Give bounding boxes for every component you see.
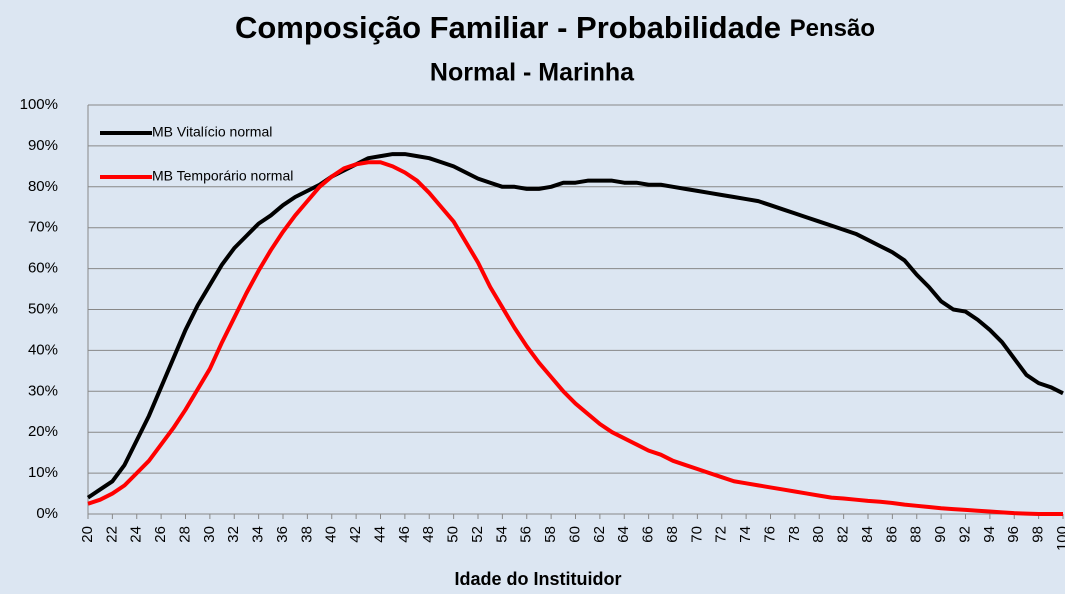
x-tick-label: 44: [371, 526, 388, 543]
x-tick-label: 20: [79, 526, 96, 543]
x-tick-label: 46: [396, 526, 413, 543]
chart-title: Composição Familiar - Probabilidade Pens…: [235, 10, 875, 45]
x-tick-label: 86: [883, 526, 900, 543]
title-suffix: Pensão: [790, 15, 875, 42]
x-tick-label: 40: [323, 526, 340, 543]
x-tick-label: 100: [1054, 526, 1065, 551]
x-tick-label: 76: [761, 526, 778, 543]
x-tick-label: 30: [201, 526, 218, 543]
legend-label: MB Temporário normal: [152, 168, 293, 184]
x-tick-label: 92: [956, 526, 973, 543]
x-tick-label: 50: [445, 526, 462, 543]
x-tick-label: 26: [152, 526, 169, 543]
y-tick-label: 80%: [28, 178, 58, 195]
x-tick-label: 88: [908, 526, 925, 543]
x-tick-label: 58: [542, 526, 559, 543]
x-tick-label: 56: [518, 526, 535, 543]
y-tick-label: 100%: [20, 96, 58, 113]
y-tick-label: 40%: [28, 341, 58, 358]
x-tick-label: 96: [1005, 526, 1022, 543]
x-tick-label: 80: [810, 526, 827, 543]
x-tick-label: 22: [103, 526, 120, 543]
x-tick-label: 94: [981, 526, 998, 543]
y-tick-label: 50%: [28, 300, 58, 317]
x-tick-label: 78: [786, 526, 803, 543]
x-tick-label: 32: [225, 526, 242, 543]
x-tick-label: 34: [250, 526, 267, 543]
y-tick-label: 0%: [36, 505, 58, 522]
x-axis-label: Idade do Instituidor: [455, 569, 622, 589]
y-tick-label: 90%: [28, 137, 58, 154]
x-tick-label: 64: [615, 526, 632, 543]
y-tick-label: 20%: [28, 423, 58, 440]
title-main: Composição Familiar - Probabilidade: [235, 10, 781, 45]
x-tick-label: 90: [932, 526, 949, 543]
x-tick-label: 68: [664, 526, 681, 543]
y-tick-label: 70%: [28, 219, 58, 236]
x-tick-label: 38: [298, 526, 315, 543]
x-tick-label: 84: [859, 526, 876, 543]
x-tick-label: 72: [713, 526, 730, 543]
x-tick-label: 74: [737, 526, 754, 543]
x-tick-label: 42: [347, 526, 364, 543]
y-tick-label: 10%: [28, 464, 58, 481]
legend-label: MB Vitalício normal: [152, 124, 272, 140]
x-tick-label: 28: [176, 526, 193, 543]
x-tick-label: 98: [1030, 526, 1047, 543]
x-tick-label: 66: [640, 526, 657, 543]
x-tick-label: 24: [128, 526, 145, 543]
series-line: [87, 160, 1063, 516]
x-tick-label: 60: [566, 526, 583, 543]
x-tick-label: 70: [688, 526, 705, 543]
series-line: [86, 152, 1064, 500]
x-tick-label: 82: [835, 526, 852, 543]
y-tick-label: 60%: [28, 260, 58, 277]
y-tick-label: 30%: [28, 382, 58, 399]
chart-subtitle: Normal - Marinha: [430, 59, 635, 87]
x-tick-label: 52: [469, 526, 486, 543]
x-tick-label: 62: [591, 526, 608, 543]
x-tick-label: 48: [420, 526, 437, 543]
x-tick-label: 36: [274, 526, 291, 543]
x-tick-label: 54: [493, 526, 510, 543]
